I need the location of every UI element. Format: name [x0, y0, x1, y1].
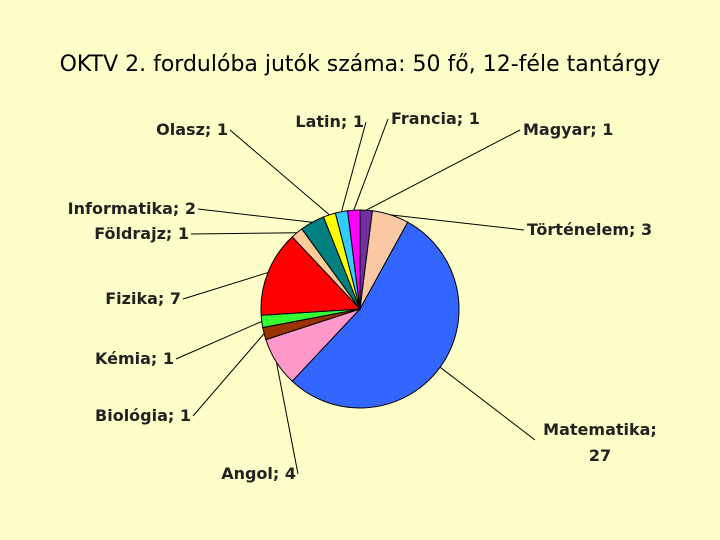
data-label: Francia; 1 — [391, 109, 480, 128]
data-label: Földrajz; 1 — [94, 224, 189, 243]
leader-line — [197, 208, 313, 223]
leader-line — [353, 118, 389, 211]
data-label: Angol; 4 — [221, 464, 296, 483]
chart-title: OKTV 2. fordulóba jutók száma: 50 fő, 12… — [59, 52, 661, 77]
data-label: Matematika; 27 — [543, 420, 657, 465]
leader-line — [275, 361, 299, 475]
pie-slice — [291, 221, 460, 409]
leader-line — [340, 121, 367, 212]
pie-slice — [260, 236, 362, 316]
leader-line — [190, 232, 297, 235]
pie-slice — [347, 209, 361, 310]
data-label: Biológia; 1 — [95, 406, 191, 425]
data-label: Latin; 1 — [295, 112, 364, 131]
leader-line — [192, 333, 265, 417]
data-label: Olasz; 1 — [156, 120, 228, 139]
leader-line — [182, 272, 269, 300]
data-label: Történelem; 3 — [527, 220, 653, 239]
data-label: Kémia; 1 — [94, 349, 174, 368]
leader-line — [229, 129, 330, 216]
data-label: Informatika; 2 — [67, 199, 196, 218]
data-label: Magyar; 1 — [523, 120, 614, 139]
leader-line — [175, 320, 262, 360]
data-label: Fizika; 7 — [105, 289, 181, 308]
leader-line — [390, 214, 525, 231]
leader-line — [365, 129, 521, 211]
leader-line — [439, 366, 536, 441]
